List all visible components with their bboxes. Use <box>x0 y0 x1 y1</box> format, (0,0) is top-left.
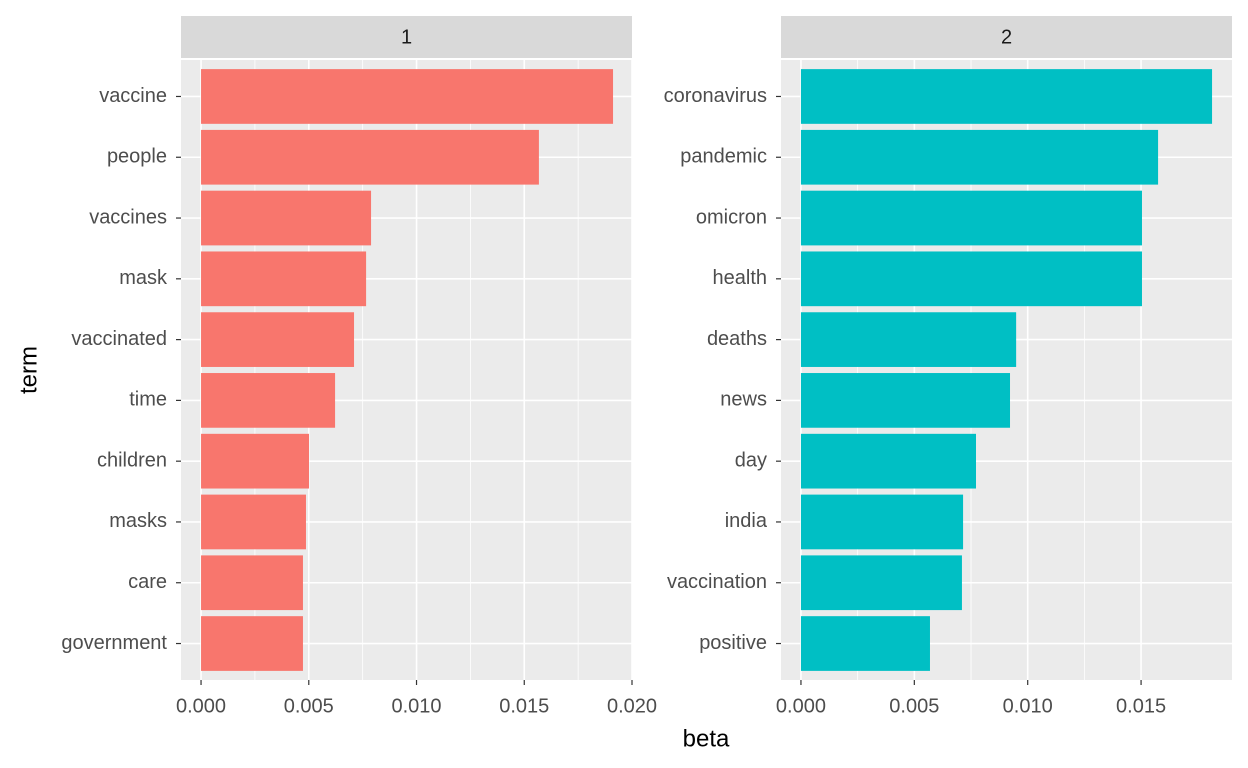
bar <box>201 69 614 124</box>
bar <box>800 129 1159 185</box>
bar <box>800 69 1213 124</box>
x-tick-label: 0.020 <box>607 695 657 717</box>
y-tick-label: news <box>720 389 767 411</box>
panel-title: 2 <box>1001 26 1012 48</box>
y-tick-label: positive <box>699 632 767 654</box>
y-tick-label: mask <box>119 267 168 289</box>
x-tick-label: 0.005 <box>284 695 334 717</box>
bar <box>800 373 1011 428</box>
panel-title: 1 <box>401 26 412 48</box>
y-tick-label: omicron <box>696 206 767 228</box>
x-tick-label: 0.005 <box>889 695 939 717</box>
bar <box>800 616 930 671</box>
bar <box>201 312 355 367</box>
x-tick-label: 0.000 <box>776 695 826 717</box>
strip <box>181 16 632 58</box>
y-tick-label: people <box>107 146 167 168</box>
bar <box>201 373 336 428</box>
y-tick-label: vaccination <box>667 571 767 593</box>
bar <box>201 555 303 611</box>
x-tick-label: 0.010 <box>1003 695 1053 717</box>
bar <box>800 555 962 611</box>
bar <box>201 616 303 671</box>
y-tick-label: coronavirus <box>664 85 767 107</box>
strip <box>781 16 1232 58</box>
y-tick-label: deaths <box>707 328 767 350</box>
y-tick-label: care <box>128 571 167 593</box>
bar <box>800 494 964 550</box>
y-tick-label: vaccine <box>99 85 167 107</box>
bar <box>201 494 306 550</box>
y-tick-label: india <box>725 510 768 532</box>
bar <box>201 190 372 246</box>
bar <box>201 251 367 307</box>
bar <box>201 433 309 489</box>
x-tick-label: 0.015 <box>1116 695 1166 717</box>
x-tick-label: 0.015 <box>499 695 549 717</box>
y-tick-label: vaccinated <box>71 328 167 350</box>
y-tick-label: government <box>61 632 167 654</box>
bar <box>800 190 1142 246</box>
y-axis-title: term <box>15 346 42 394</box>
x-axis-title: beta <box>683 725 730 752</box>
y-tick-label: day <box>735 449 767 471</box>
y-tick-label: health <box>713 267 768 289</box>
y-tick-label: vaccines <box>89 206 167 228</box>
bar <box>201 129 539 185</box>
y-tick-label: children <box>97 449 167 471</box>
x-tick-label: 0.000 <box>176 695 226 717</box>
y-tick-label: masks <box>109 510 167 532</box>
y-tick-label: pandemic <box>680 146 767 168</box>
x-tick-label: 0.010 <box>391 695 441 717</box>
bar <box>800 433 977 489</box>
y-tick-label: time <box>129 389 167 411</box>
bar <box>800 251 1142 307</box>
bar <box>800 312 1017 367</box>
